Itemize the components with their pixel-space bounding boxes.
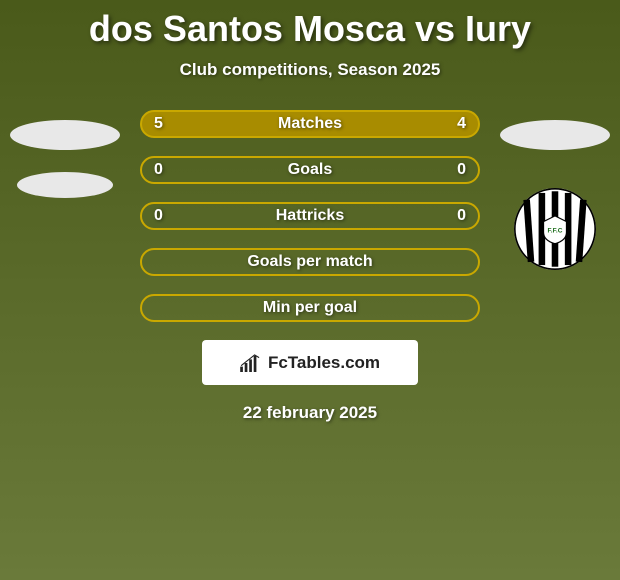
date-text: 22 february 2025: [0, 403, 620, 423]
brand-box: FcTables.com: [202, 340, 418, 385]
left-player-photo-placeholder: [10, 120, 120, 150]
left-player-club-placeholder: [17, 172, 113, 198]
comparison-panel: F.F.C 5 Matches 4 0 Goals 0 0 Hattricks 0 Goals p…: [0, 110, 620, 423]
stat-label: Hattricks: [276, 207, 344, 225]
stat-left-value: 0: [154, 161, 163, 179]
svg-text:F.F.C: F.F.C: [548, 227, 563, 234]
stat-row: Min per goal: [140, 294, 480, 322]
stat-row: 0 Goals 0: [140, 156, 480, 184]
stat-row: Goals per match: [140, 248, 480, 276]
stat-label: Goals: [288, 161, 332, 179]
brand-text: FcTables.com: [268, 353, 380, 373]
stat-right-value: 0: [457, 161, 466, 179]
stat-label: Goals per match: [247, 253, 372, 271]
left-player-column: [0, 110, 130, 198]
stat-label: Min per goal: [263, 299, 357, 317]
stat-label: Matches: [278, 115, 342, 133]
right-player-club-logo: F.F.C: [514, 188, 596, 270]
stat-left-value: 0: [154, 207, 163, 225]
stat-row: 0 Hattricks 0: [140, 202, 480, 230]
stat-right-value: 0: [457, 207, 466, 225]
stat-row: 5 Matches 4: [140, 110, 480, 138]
right-player-photo-placeholder: [500, 120, 610, 150]
stat-left-value: 5: [154, 115, 163, 133]
bar-chart-icon: [240, 354, 262, 372]
right-player-column: F.F.C: [490, 110, 620, 270]
subtitle: Club competitions, Season 2025: [0, 60, 620, 80]
page-title: dos Santos Mosca vs Iury: [0, 0, 620, 50]
stat-rows: 5 Matches 4 0 Goals 0 0 Hattricks 0 Goals per mat…: [140, 110, 480, 322]
stat-right-value: 4: [457, 115, 466, 133]
